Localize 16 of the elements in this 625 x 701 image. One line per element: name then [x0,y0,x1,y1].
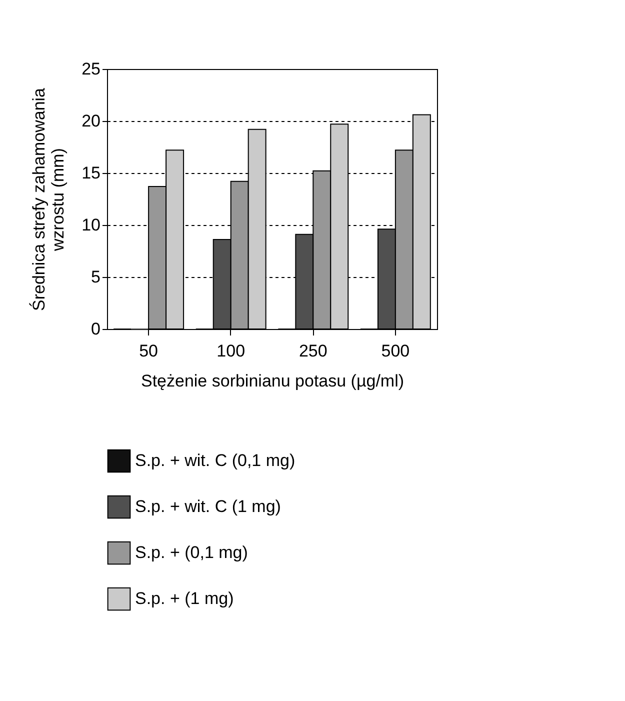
x-tick-label: 50 [139,342,158,360]
legend-label: S.p. + wit. C (1 mg) [135,497,281,516]
x-tick-label: 250 [298,342,328,360]
x-tick-label: 100 [216,342,246,360]
x-tick-label: 500 [381,342,410,360]
y-tick-label: 5 [91,268,100,286]
y-tick-label: 20 [82,112,100,130]
legend-label: S.p. + (0,1 mg) [135,543,248,562]
legend-label: S.p. + (1 mg) [135,589,234,608]
y-axis-title: Średnica strefy zahamowania wzrostu (mm) [28,87,68,312]
y-tick-label: 15 [82,164,100,182]
y-tick-label: 25 [82,60,100,78]
legend-label: S.p. + wit. C (0,1 mg) [135,451,296,470]
x-axis-title: Stężenie sorbinianu potasu (µg/ml) [140,372,404,390]
y-tick-label: 10 [82,216,100,234]
y-tick-label: 0 [91,320,100,338]
